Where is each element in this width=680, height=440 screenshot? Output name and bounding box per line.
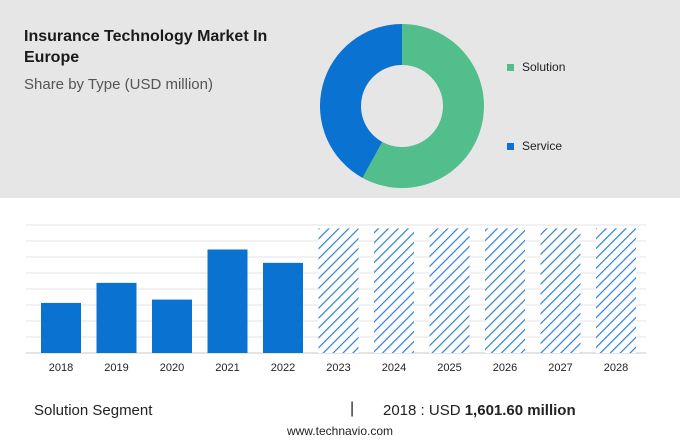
x-tick-label: 2022: [271, 362, 295, 374]
legend-item-solution: Solution: [507, 60, 565, 74]
forecast-bar-2023: [318, 228, 359, 353]
bar-2018: [41, 302, 81, 353]
bar-2021: [207, 249, 248, 353]
website-link[interactable]: www.technavio.com: [286, 424, 394, 438]
chart-subtitle: Share by Type (USD million): [24, 76, 213, 93]
legend-label-solution: Solution: [522, 60, 566, 74]
forecast-bar-2027: [540, 228, 581, 353]
x-tick-label: 2024: [382, 362, 406, 374]
segment-label: Solution Segment: [34, 402, 153, 419]
x-tick-label: 2023: [326, 362, 350, 374]
legend-label-service: Service: [522, 139, 563, 153]
x-tick-label: 2028: [604, 362, 628, 374]
forecast-bar-2025: [429, 228, 470, 353]
x-tick-label: 2026: [493, 362, 517, 374]
bar-2020: [152, 299, 192, 353]
x-tick-label: 2027: [548, 362, 572, 374]
legend-swatch-solution: [507, 63, 514, 71]
bar-2022: [263, 262, 303, 353]
bar-2019: [96, 282, 137, 353]
donut-slice-service: [320, 23, 402, 178]
x-tick-label: 2019: [104, 362, 128, 374]
x-tick-label: 2018: [49, 362, 73, 374]
donut-slice-solution: [362, 24, 484, 188]
donut-chart: [320, 23, 484, 188]
x-tick-label: 2021: [215, 362, 239, 374]
chart-title: Insurance Technology Market In Europe: [24, 28, 268, 66]
x-tick-label: 2020: [160, 362, 184, 374]
forecast-bar-2026: [485, 228, 525, 353]
bar-chart: 2018 2019 2020 2021 2022 2023 2024 2025 2026 2027…: [26, 224, 646, 374]
segment-value-amount: 1,601.60 million: [464, 402, 576, 419]
segment-value: 2018 : USD 1,601.60 million: [383, 402, 576, 419]
forecast-bar-2024: [374, 228, 414, 353]
footer-divider: |: [350, 400, 355, 417]
x-tick-label: 2025: [437, 362, 461, 374]
legend-item-service: Service: [507, 139, 562, 153]
forecast-bar-2028: [596, 228, 636, 353]
legend-swatch-service: [507, 142, 514, 150]
segment-year-label: 2018 : USD: [383, 402, 461, 419]
